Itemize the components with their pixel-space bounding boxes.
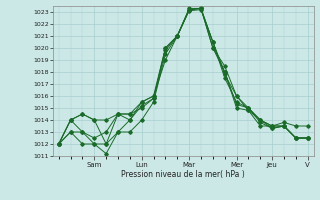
- X-axis label: Pression niveau de la mer( hPa ): Pression niveau de la mer( hPa ): [121, 170, 245, 179]
